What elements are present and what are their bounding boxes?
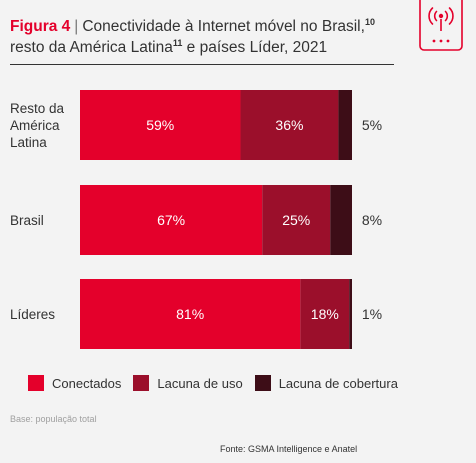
legend-label-conectados: Conectados xyxy=(52,375,122,391)
title-text-part2: resto da América Latina xyxy=(10,39,173,56)
bar-segment-conectados xyxy=(80,185,263,255)
footnote-ref-11: 11 xyxy=(172,37,183,48)
legend-label-lacuna-cobertura: Lacuna de cobertura xyxy=(278,375,398,391)
title-text-part3: e países Líder, 2021 xyxy=(182,39,328,56)
legend-item-lacuna-cobertura: Lacuna de cobertura xyxy=(254,375,398,391)
title-separator: | xyxy=(74,18,79,35)
category-label: Brasil xyxy=(10,213,44,228)
data-label-conectados: 59% xyxy=(146,117,174,133)
bar-segment-conectados xyxy=(80,279,301,349)
source-note: Fonte: GSMA Intelligence e Anatel xyxy=(220,444,358,454)
data-label-lacuna-uso: 18% xyxy=(311,306,339,322)
bar-segment-lacuna-uso xyxy=(240,90,339,160)
bar-segment-conectados xyxy=(80,90,241,160)
chart-legend: Conectados Lacuna de uso Lacuna de cober… xyxy=(28,373,410,393)
category-label: América xyxy=(10,118,60,133)
data-label-conectados: 67% xyxy=(157,212,185,228)
data-label-lacuna-cobertura: 1% xyxy=(362,306,382,322)
base-note: Base: população total xyxy=(10,414,97,424)
chart-title: Figura 4 | Conectividade à Internet móvel … xyxy=(10,16,394,58)
data-label-conectados: 81% xyxy=(176,306,204,322)
title-text-part1: Conectividade à Internet móvel no Brasil… xyxy=(82,18,365,35)
mobile-tower-icon xyxy=(418,0,464,52)
bar-segment-lacuna-uso xyxy=(300,279,350,349)
category-label: Líderes xyxy=(10,307,55,322)
bar-segment-lacuna-cobertura xyxy=(338,90,352,160)
data-label-lacuna-uso: 36% xyxy=(275,117,303,133)
bar-segment-lacuna-cobertura xyxy=(349,279,352,349)
data-label-lacuna-cobertura: 5% xyxy=(362,117,382,133)
footnote-ref-10: 10 xyxy=(364,16,375,27)
category-label: Latina xyxy=(10,135,47,150)
bar-segment-lacuna-uso xyxy=(262,185,331,255)
figure-label: Figura 4 xyxy=(10,18,71,35)
legend-swatch-lacuna-cobertura xyxy=(254,375,271,391)
legend-item-conectados: Conectados xyxy=(28,375,121,391)
title-divider xyxy=(10,64,394,65)
bar-segment-lacuna-cobertura xyxy=(330,185,352,255)
legend-swatch-conectados xyxy=(28,375,44,391)
legend-swatch-lacuna-uso xyxy=(133,375,150,391)
data-label-lacuna-cobertura: 8% xyxy=(362,212,382,228)
data-label-lacuna-uso: 25% xyxy=(282,212,310,228)
legend-label-lacuna-uso: Lacuna de uso xyxy=(157,375,243,391)
legend-item-lacuna-uso: Lacuna de uso xyxy=(133,375,243,391)
category-label: Resto da xyxy=(10,101,65,116)
